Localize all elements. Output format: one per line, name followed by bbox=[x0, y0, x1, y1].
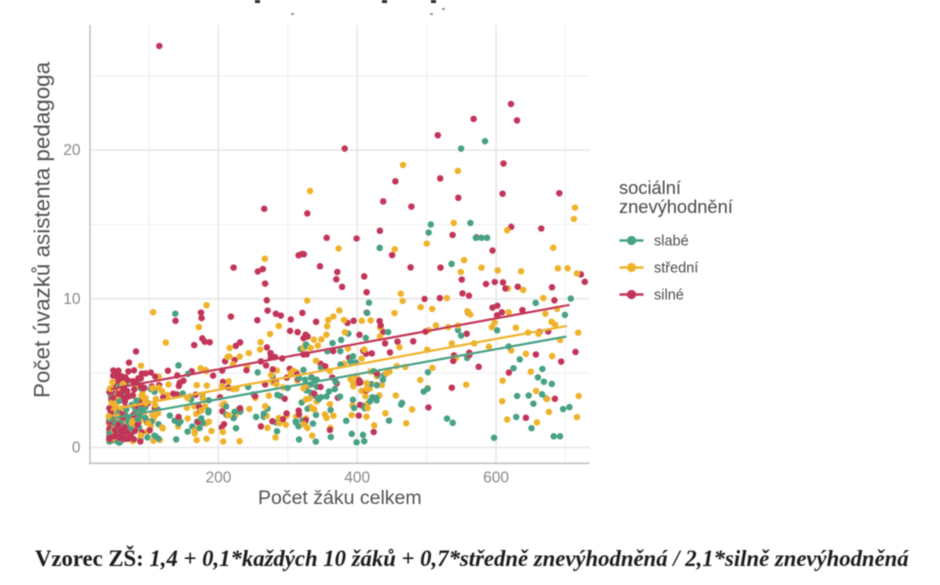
svg-text:znevýhodnění: znevýhodnění bbox=[619, 196, 733, 217]
svg-text:silné: silné bbox=[654, 288, 684, 304]
svg-text:10: 10 bbox=[63, 291, 81, 308]
svg-text:400: 400 bbox=[344, 470, 370, 487]
svg-text:20: 20 bbox=[63, 142, 81, 159]
svg-text:600: 600 bbox=[483, 470, 509, 487]
svg-text:0: 0 bbox=[72, 440, 81, 457]
svg-text:Počet žáku celkem: Počet žáku celkem bbox=[258, 487, 422, 509]
svg-text:sociální: sociální bbox=[619, 177, 681, 198]
svg-text:200: 200 bbox=[205, 470, 231, 487]
svg-text:Počet úvazků asistenta pedagog: Počet úvazků asistenta pedagoga bbox=[30, 61, 55, 398]
svg-text:Vzorec ZŠ: 1,4 + 0,1*každých 1: Vzorec ZŠ: 1,4 + 0,1*každých 10 žáků + 0… bbox=[35, 545, 909, 571]
svg-text:střední: střední bbox=[654, 261, 698, 277]
svg-text:slabé: slabé bbox=[654, 234, 689, 250]
